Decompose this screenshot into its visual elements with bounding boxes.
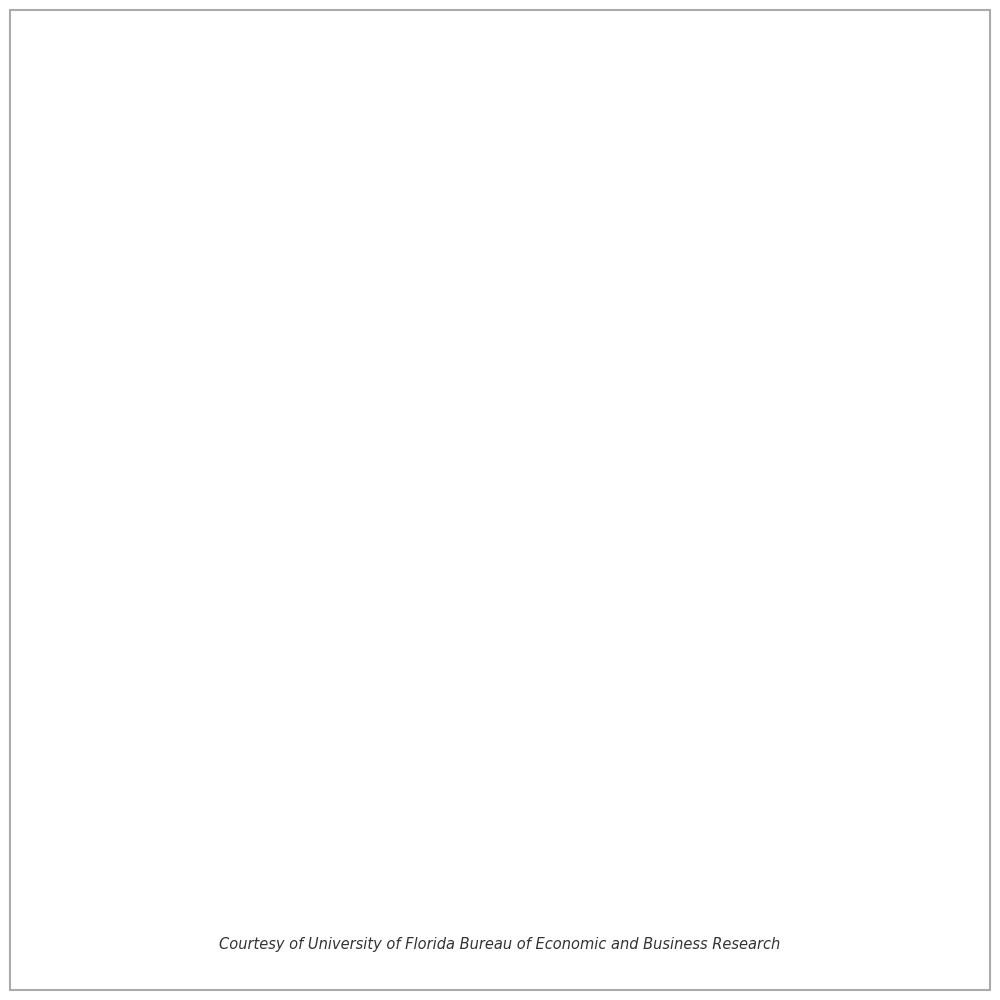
Text: 74.1: 74.1 (322, 265, 353, 278)
Bar (907, 219, 954, 495)
Text: 76.7: 76.7 (717, 241, 748, 254)
Text: Past 12 Months: Past 12 Months (514, 158, 696, 178)
Text: 72.6: 72.6 (256, 278, 287, 291)
Text: 69.5: 69.5 (190, 305, 221, 318)
Bar (512, 291, 558, 495)
Text: 78.3: 78.3 (783, 227, 814, 240)
Text: 74.8: 74.8 (651, 258, 682, 271)
Text: 68.3: 68.3 (124, 316, 155, 329)
Text: Courtesy of University of Florida Bureau of Economic and Business Research: Courtesy of University of Florida Bureau… (219, 938, 781, 952)
Text: 72.0: 72.0 (388, 283, 419, 296)
Bar (182, 322, 229, 495)
Text: Florida Consumer Sentiment Index: Florida Consumer Sentiment Index (119, 58, 881, 97)
Text: 81.1: 81.1 (915, 202, 946, 215)
Bar (841, 252, 888, 495)
Bar (710, 258, 756, 495)
Text: November 2018 - November 2024: November 2018 - November 2024 (368, 555, 789, 575)
Bar (644, 275, 690, 495)
Text: 73.0: 73.0 (520, 274, 550, 287)
Bar (314, 281, 360, 495)
Bar (248, 294, 294, 495)
Bar (578, 289, 624, 495)
FancyBboxPatch shape (82, 25, 918, 130)
Text: 73.2: 73.2 (585, 273, 616, 286)
Bar (116, 333, 163, 495)
Bar (380, 300, 426, 495)
Text: 77.4: 77.4 (849, 235, 880, 248)
Bar (446, 288, 492, 495)
Bar (776, 244, 822, 495)
Text: 73.3: 73.3 (454, 272, 484, 285)
